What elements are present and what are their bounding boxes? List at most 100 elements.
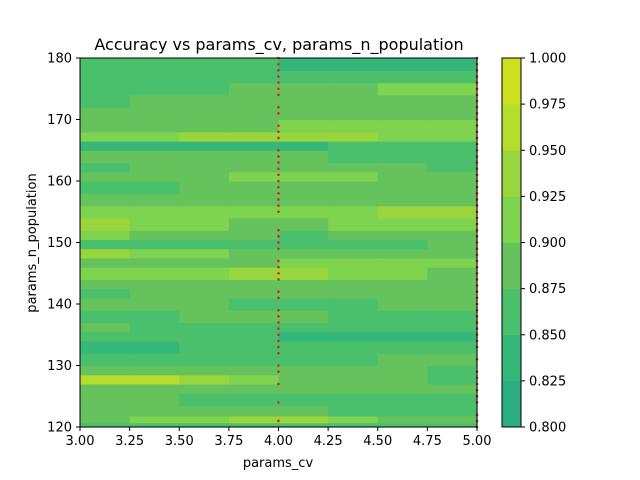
- sample-point: [277, 364, 280, 367]
- colorbar-tick-label: 0.925: [529, 190, 566, 205]
- contour-cell: [228, 150, 280, 164]
- contour-cell: [377, 415, 428, 424]
- contour-cell: [278, 267, 329, 280]
- contour-cell: [278, 162, 329, 173]
- contour-cell: [228, 310, 280, 324]
- contour-cell: [80, 353, 131, 367]
- contour-cell: [328, 107, 379, 121]
- contour-cell: [278, 383, 329, 394]
- contour-cell: [328, 257, 379, 268]
- contour-cell: [377, 340, 428, 354]
- colorbar-segment: [502, 380, 521, 428]
- contour-cell: [179, 217, 230, 231]
- contour-cell: [179, 205, 230, 219]
- contour-cell: [228, 331, 280, 342]
- sample-points: [277, 56, 479, 429]
- contour-cell: [228, 248, 280, 259]
- x-tick-label: 4.00: [264, 434, 293, 449]
- contour-cell: [427, 150, 478, 164]
- contour-cell: [278, 297, 329, 311]
- contour-cell: [179, 181, 230, 194]
- contour-cell: [179, 310, 230, 324]
- contour-cell: [377, 365, 428, 376]
- contour-cell: [377, 205, 428, 219]
- sample-point: [277, 235, 280, 238]
- sample-point: [277, 351, 280, 355]
- colorbar-tick-label: 0.950: [529, 144, 566, 159]
- sample-point: [277, 173, 280, 177]
- contour-cell: [179, 353, 230, 367]
- contour-cell: [328, 340, 379, 354]
- contour-cell: [80, 70, 131, 84]
- contour-cell: [228, 82, 280, 96]
- contour-cell: [427, 107, 478, 121]
- contour-cell: [427, 365, 478, 376]
- contour-cell: [427, 181, 478, 194]
- contour-cell: [129, 217, 180, 231]
- y-axis-label: params_n_population: [25, 173, 40, 312]
- sample-point: [277, 204, 280, 207]
- contour-cell: [80, 107, 131, 121]
- contour-cell: [228, 205, 280, 219]
- contour-cell: [228, 193, 280, 207]
- contour-cell: [179, 393, 230, 407]
- y-tick-label: 170: [47, 113, 72, 128]
- contour-cell: [427, 297, 478, 311]
- contour-cell: [377, 288, 428, 299]
- colorbar-tick-label: 0.850: [529, 328, 566, 343]
- contour-cell: [328, 217, 379, 231]
- contour-cell: [377, 171, 428, 182]
- contour-cell: [328, 365, 379, 376]
- contour-cell: [328, 288, 379, 299]
- contour-cell: [80, 405, 131, 417]
- contour-cell: [377, 248, 428, 259]
- contour-cell: [80, 248, 131, 259]
- contour-cell: [377, 58, 428, 71]
- contour-cell: [80, 340, 131, 354]
- contour-cell: [228, 365, 280, 376]
- contour-cell: [328, 405, 379, 417]
- contour-cell: [377, 279, 428, 290]
- sample-point: [277, 87, 280, 91]
- colorbar-segment: [502, 196, 521, 243]
- sample-point: [277, 370, 280, 373]
- contour-cell: [80, 257, 131, 268]
- contour-cell: [328, 193, 379, 207]
- contour-cell: [328, 150, 379, 164]
- contour-cell: [228, 340, 280, 354]
- contour-cell: [377, 162, 428, 173]
- contour-cell: [427, 383, 478, 394]
- contour-cell: [80, 131, 131, 142]
- contour-cell: [80, 297, 131, 311]
- contour-cell: [228, 353, 280, 367]
- sample-point: [277, 112, 280, 115]
- colorbar-tick-label: 0.875: [529, 282, 566, 297]
- contour-cell: [179, 365, 230, 376]
- contour-cell: [179, 288, 230, 299]
- contour-cell: [80, 279, 131, 290]
- sample-point: [277, 265, 280, 269]
- contour-cell: [179, 322, 230, 333]
- contour-cell: [427, 322, 478, 333]
- x-tick-label: 3.00: [66, 434, 95, 449]
- contour-cell: [427, 171, 478, 182]
- sample-point: [277, 161, 280, 164]
- contour-cell: [427, 205, 478, 219]
- contour-cell: [179, 415, 230, 424]
- contour-cell: [377, 230, 428, 241]
- contour-cell: [377, 383, 428, 394]
- contour-cell: [129, 422, 180, 428]
- sample-point: [277, 228, 280, 232]
- sample-point: [277, 105, 280, 109]
- contour-cell: [328, 279, 379, 290]
- contour-cell: [328, 393, 379, 407]
- contour-cell: [427, 288, 478, 299]
- contour-cell: [228, 119, 280, 133]
- contour-cell: [80, 82, 131, 96]
- contour-cell: [278, 415, 329, 424]
- contour-cell: [278, 340, 329, 354]
- contour-cell: [278, 150, 329, 164]
- contour-cell: [80, 193, 131, 207]
- contour-cell: [179, 331, 230, 342]
